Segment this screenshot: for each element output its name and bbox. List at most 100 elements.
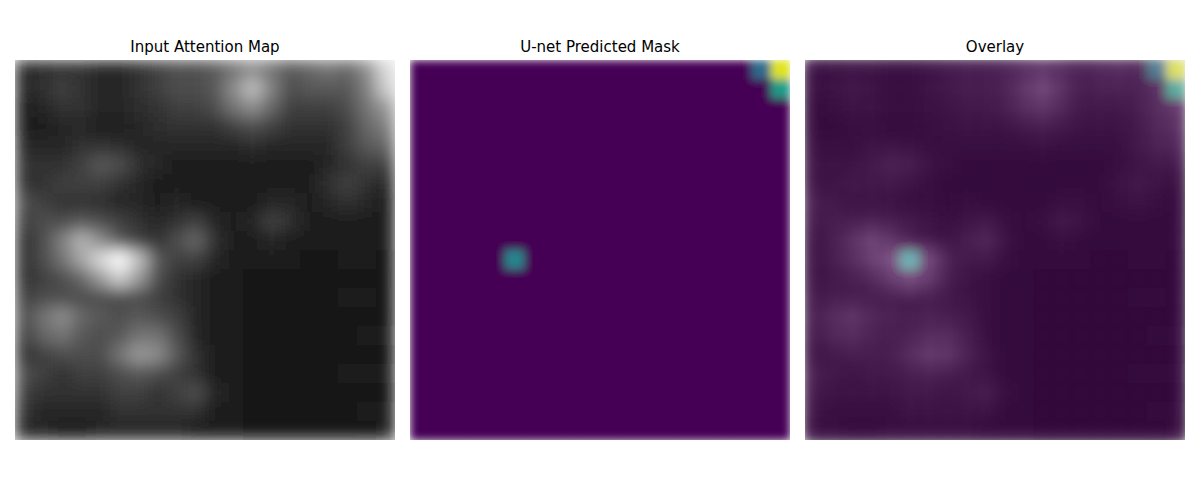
heatmap-cell — [976, 402, 996, 422]
heatmap-cell — [224, 231, 244, 251]
heatmap-cell — [376, 250, 395, 270]
heatmap-cell — [357, 136, 377, 156]
heatmap-cell — [938, 117, 958, 137]
heatmap-cell — [600, 79, 620, 99]
heatmap-cell — [186, 326, 206, 346]
heatmap-cell — [243, 79, 263, 99]
heatmap-cell — [805, 288, 825, 308]
heatmap-cell — [881, 402, 901, 422]
heatmap-cell — [805, 155, 825, 175]
heatmap-cell — [957, 174, 977, 194]
heatmap-cell — [900, 383, 920, 403]
heatmap-cell — [543, 269, 563, 289]
heatmap-cell — [15, 307, 35, 327]
heatmap-cell — [843, 231, 863, 251]
heatmap-cell — [1109, 79, 1129, 99]
heatmap-cell — [1109, 193, 1129, 213]
heatmap-cell — [1090, 269, 1110, 289]
heatmap-cell — [843, 364, 863, 384]
heatmap-cell — [843, 79, 863, 99]
heatmap-cell — [995, 383, 1015, 403]
heatmap-cell — [995, 345, 1015, 365]
heatmap-cell — [862, 250, 882, 270]
heatmap-cell — [524, 98, 544, 118]
heatmap-cell — [752, 193, 772, 213]
heatmap-cell — [824, 421, 844, 440]
heatmap-cell — [1090, 98, 1110, 118]
heatmap-cell — [1128, 155, 1148, 175]
heatmap-cell — [900, 250, 920, 270]
heatmap-cell — [1109, 269, 1129, 289]
heatmap-cell — [376, 383, 395, 403]
heatmap-cell — [1166, 421, 1185, 440]
heatmap-cell — [900, 288, 920, 308]
heatmap-cell — [919, 383, 939, 403]
heatmap-cell — [771, 212, 790, 232]
heatmap-cell — [319, 421, 339, 440]
heatmap-cell — [657, 250, 677, 270]
heatmap-cell — [824, 250, 844, 270]
heatmap-cell — [1147, 79, 1167, 99]
heatmap-cell — [15, 231, 35, 251]
heatmap-cell — [657, 402, 677, 422]
heatmap-cell — [1071, 421, 1091, 440]
heatmap-cell — [429, 269, 449, 289]
heatmap-cell — [900, 231, 920, 251]
heatmap-cell — [805, 231, 825, 251]
heatmap-cell — [281, 60, 301, 80]
heatmap-cell — [976, 345, 996, 365]
heatmap-cell — [224, 326, 244, 346]
panel-title: Input Attention Map — [130, 38, 279, 56]
heatmap-cell — [429, 60, 449, 80]
heatmap-cell — [824, 269, 844, 289]
heatmap-cell — [881, 136, 901, 156]
heatmap-cell — [1090, 250, 1110, 270]
heatmap-cell — [805, 307, 825, 327]
heatmap-cell — [1071, 60, 1091, 80]
heatmap-cell — [862, 117, 882, 137]
heatmap-cell — [300, 326, 320, 346]
heatmap-cell — [1147, 212, 1167, 232]
heatmap-cell — [15, 174, 35, 194]
heatmap-cell — [486, 421, 506, 440]
heatmap-cell — [843, 155, 863, 175]
heatmap-cell — [695, 326, 715, 346]
heatmap-cell — [881, 364, 901, 384]
heatmap-cell — [1147, 269, 1167, 289]
heatmap-cell — [524, 421, 544, 440]
heatmap-cell — [752, 155, 772, 175]
heatmap-cell — [486, 402, 506, 422]
heatmap-cell — [505, 60, 525, 80]
heatmap-cell — [53, 250, 73, 270]
heatmap-cell — [976, 193, 996, 213]
heatmap-cell — [1109, 402, 1129, 422]
heatmap-cell — [995, 345, 1015, 365]
heatmap-cell — [243, 326, 263, 346]
heatmap-cell — [752, 79, 772, 99]
heatmap-cell — [843, 364, 863, 384]
heatmap-cell — [167, 117, 187, 137]
heatmap-cell — [429, 117, 449, 137]
heatmap-cell — [186, 231, 206, 251]
heatmap-cell — [129, 364, 149, 384]
heatmap-cell — [129, 288, 149, 308]
heatmap-cell — [262, 288, 282, 308]
heatmap-cell — [638, 98, 658, 118]
heatmap-cell — [957, 402, 977, 422]
heatmap-cell — [1128, 136, 1148, 156]
heatmap-cell — [995, 98, 1015, 118]
heatmap-cell — [1166, 136, 1185, 156]
heatmap-cell — [1147, 402, 1167, 422]
heatmap-cell — [148, 383, 168, 403]
heatmap-cell — [281, 345, 301, 365]
heatmap-cell — [1052, 155, 1072, 175]
heatmap-cell — [262, 326, 282, 346]
heatmap-cell — [1090, 60, 1110, 80]
heatmap-cell — [1033, 193, 1053, 213]
heatmap-cell — [15, 326, 35, 346]
heatmap-cell — [805, 136, 825, 156]
heatmap-cell — [524, 231, 544, 251]
heatmap-cell — [805, 98, 825, 118]
heatmap-cell — [1090, 364, 1110, 384]
heatmap-cell — [262, 136, 282, 156]
